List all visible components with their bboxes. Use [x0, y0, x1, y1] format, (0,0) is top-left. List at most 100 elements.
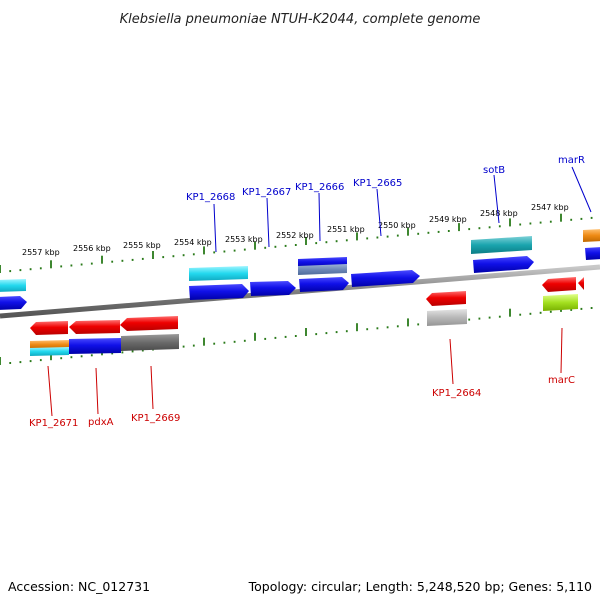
minor-tick: [549, 220, 552, 223]
gene-label-kp1-2668[interactable]: KP1_2668: [186, 192, 235, 203]
minor-tick: [294, 244, 297, 246]
gene-arrow[interactable]: [473, 256, 534, 273]
minor-tick: [468, 228, 471, 231]
gene-label-marR[interactable]: marR: [558, 155, 585, 166]
gene-arrow[interactable]: [120, 316, 178, 331]
gene-feature[interactable]: [121, 334, 179, 351]
gene-arrow[interactable]: [189, 284, 249, 300]
minor-tick: [549, 310, 552, 313]
minor-tick: [121, 351, 124, 354]
minor-tick: [264, 246, 267, 249]
gene-arrow[interactable]: [0, 296, 27, 310]
kbp-label: 2554 kbp: [174, 238, 212, 247]
gene-arrow[interactable]: [69, 320, 120, 334]
gene-feature[interactable]: [427, 309, 467, 326]
gene-label-sotB[interactable]: sotB: [483, 165, 505, 176]
minor-tick: [284, 244, 287, 247]
gene-feature[interactable]: [583, 229, 600, 242]
minor-tick: [233, 340, 236, 343]
minor-tick: [396, 234, 399, 237]
accession-text: Accession: NC_012731: [8, 579, 151, 594]
gene-feature[interactable]: [471, 236, 532, 254]
minor-tick: [478, 227, 481, 230]
minor-tick: [570, 308, 573, 311]
gene-label-kp1-2671[interactable]: KP1_2671: [29, 418, 78, 429]
gene-arrow[interactable]: [250, 281, 296, 296]
gene-feature[interactable]: [543, 294, 578, 311]
minor-tick: [192, 344, 195, 347]
minor-tick: [580, 217, 583, 220]
minor-tick: [111, 352, 114, 355]
minor-tick: [315, 242, 318, 245]
minor-tick: [162, 256, 165, 259]
major-tick: [560, 213, 562, 222]
minor-tick: [498, 315, 501, 318]
minor-tick: [315, 333, 318, 336]
minor-tick: [90, 262, 93, 265]
minor-tick: [529, 222, 532, 225]
gene-arrow[interactable]: [426, 291, 466, 306]
forward-genes: [0, 229, 600, 310]
minor-tick: [121, 259, 124, 262]
gene-label-kp1-2664[interactable]: KP1_2664: [432, 388, 481, 399]
minor-tick: [60, 265, 63, 268]
minor-tick: [468, 318, 471, 321]
gene-arrow[interactable]: [299, 277, 349, 292]
gene-arrow[interactable]: [30, 321, 68, 335]
minor-tick: [478, 317, 481, 320]
minor-tick: [519, 223, 522, 226]
minor-tick: [213, 251, 216, 254]
gene-label-kp1-2669[interactable]: KP1_2669: [131, 413, 180, 424]
major-tick: [305, 237, 307, 245]
minor-tick: [335, 240, 338, 243]
gene-feature[interactable]: [0, 279, 26, 292]
minor-tick: [488, 226, 491, 229]
gene-label-marC[interactable]: marC: [548, 375, 575, 386]
minor-tick: [590, 216, 593, 219]
gene-feature[interactable]: [298, 264, 347, 275]
gene-label-kp1-2665[interactable]: KP1_2665: [353, 178, 402, 189]
minor-tick: [233, 249, 236, 252]
gene-arrow[interactable]: [578, 277, 584, 290]
topology-text: Topology: circular; Length: 5,248,520 bp…: [248, 579, 592, 594]
gene-label-kp1-2667[interactable]: KP1_2667: [242, 187, 291, 198]
minor-tick: [274, 245, 277, 248]
major-tick: [50, 260, 52, 269]
major-tick: [0, 265, 1, 273]
gene-label-pdxA[interactable]: pdxA: [88, 417, 114, 428]
minor-tick: [284, 335, 287, 338]
minor-tick: [213, 342, 216, 345]
gene-arrow[interactable]: [585, 247, 600, 260]
major-tick: [305, 328, 307, 336]
minor-tick: [335, 331, 338, 334]
major-tick: [254, 332, 256, 341]
gene-feature[interactable]: [30, 347, 69, 356]
major-tick: [407, 318, 409, 327]
gene-arrow[interactable]: [542, 277, 576, 292]
minor-tick: [192, 253, 195, 256]
minor-tick: [498, 225, 501, 228]
map-title: Klebsiella pneumoniae NTUH-K2044, comple…: [120, 12, 481, 27]
gene-arrow[interactable]: [351, 270, 420, 287]
kbp-scale: 2557 kbp 2556 kbp 2555 kbp 2554 kbp 2553…: [22, 203, 569, 257]
minor-tick: [376, 236, 379, 239]
kbp-label: 2553 kbp: [225, 235, 263, 244]
gene-label-kp1-2666[interactable]: KP1_2666: [295, 182, 344, 193]
minor-tick: [519, 313, 522, 316]
major-tick: [509, 308, 511, 317]
kbp-label: 2547 kbp: [531, 203, 569, 212]
major-tick: [203, 246, 205, 255]
minor-tick: [29, 268, 32, 271]
kbp-label: 2549 kbp: [429, 215, 467, 224]
gene-feature[interactable]: [30, 340, 69, 349]
minor-tick: [60, 357, 63, 360]
minor-tick: [9, 362, 12, 364]
minor-tick: [325, 241, 328, 244]
kbp-label: 2548 kbp: [480, 209, 518, 218]
gene-feature[interactable]: [69, 338, 121, 354]
upper-tick-track: [0, 213, 593, 273]
gene-feature[interactable]: [189, 266, 248, 281]
minor-tick: [19, 361, 22, 364]
minor-tick: [325, 332, 328, 335]
